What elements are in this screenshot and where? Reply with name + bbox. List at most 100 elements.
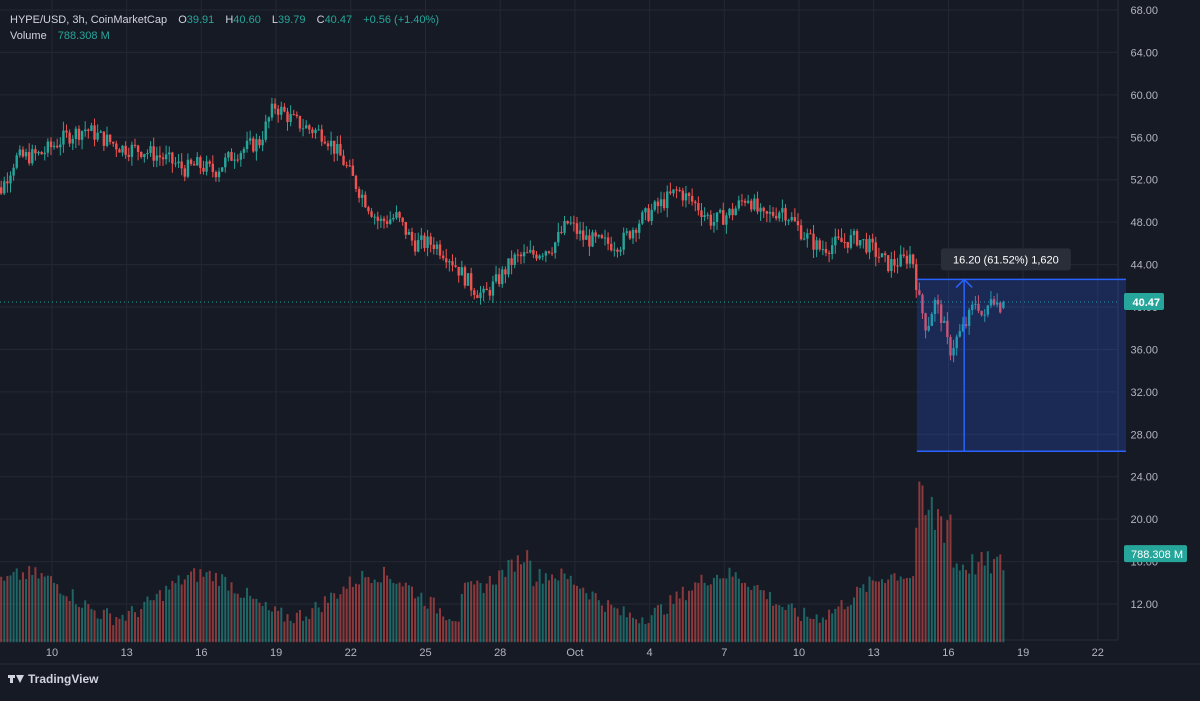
volume-bar <box>884 583 887 643</box>
volume-bar <box>314 601 317 643</box>
candle-body <box>507 258 510 275</box>
volume-bar <box>843 609 846 643</box>
volume-bar <box>949 514 952 643</box>
price-tick-label: 12.00 <box>1130 599 1158 611</box>
volume-bar <box>986 551 989 643</box>
candle-body <box>718 210 722 213</box>
volume-bar <box>109 613 112 643</box>
volume-bar <box>149 600 152 643</box>
candle-body <box>333 140 336 154</box>
candle-body <box>964 324 968 326</box>
volume-bar <box>308 619 311 643</box>
volume-bar <box>467 582 470 643</box>
candle-body <box>815 240 818 250</box>
volume-bar <box>507 559 510 643</box>
volume-bar <box>298 609 301 643</box>
volume-bar <box>295 612 298 643</box>
volume-bar <box>479 583 482 643</box>
volume-bar <box>968 573 971 643</box>
candle-body <box>494 274 498 282</box>
candle-body <box>771 211 775 216</box>
candle-body <box>977 303 980 311</box>
volume-bar <box>49 576 52 643</box>
volume-bar <box>74 604 77 643</box>
candle-body <box>961 324 965 332</box>
candle-body <box>840 237 843 243</box>
candle-body <box>809 233 812 235</box>
volume-bar <box>619 615 622 643</box>
candle-body <box>541 255 544 257</box>
candle-body <box>703 215 706 218</box>
volume-bar <box>102 609 105 643</box>
time-tick-label: 4 <box>647 647 653 659</box>
candle-body <box>189 159 193 164</box>
volume-bar <box>395 583 398 643</box>
candle-body <box>995 302 999 305</box>
volume-bar <box>790 603 793 643</box>
candle-body <box>952 348 955 356</box>
volume-bar <box>460 593 463 643</box>
measure-label-box <box>940 248 1071 271</box>
volume-bar <box>868 576 871 643</box>
candle-body <box>158 155 162 158</box>
candle-body <box>834 236 837 246</box>
time-tick-label: 16 <box>942 647 954 659</box>
candle-body <box>345 165 348 167</box>
volume-bar <box>762 590 765 643</box>
candle-body <box>1002 302 1005 308</box>
volume-bar <box>796 616 799 643</box>
candle-body <box>949 337 952 356</box>
volume-bar <box>937 509 940 643</box>
volume-bar <box>193 568 196 643</box>
candle-body <box>255 139 258 152</box>
high-label: H <box>225 14 234 26</box>
candle-body <box>644 208 647 213</box>
candle-body <box>722 210 725 225</box>
candle-body <box>87 129 90 131</box>
volume-bar <box>221 574 224 643</box>
volume-bar <box>569 575 572 643</box>
volume-bar <box>77 607 80 643</box>
candle-body <box>21 149 25 157</box>
candle-body <box>15 155 18 168</box>
candle-body <box>224 157 227 168</box>
candle-body <box>802 238 806 240</box>
candle-body <box>217 171 221 178</box>
footer-brand[interactable]: TradingView <box>8 672 98 686</box>
candle-body <box>560 231 563 233</box>
candle-body <box>946 320 949 338</box>
candle-body <box>31 149 34 164</box>
candle-body <box>672 189 675 194</box>
candle-body <box>34 149 37 154</box>
volume-bar <box>719 578 722 643</box>
candle-body <box>905 255 909 264</box>
candle-body <box>183 168 186 177</box>
volume-bar <box>267 610 270 643</box>
volume-bar <box>772 605 775 643</box>
candle-body <box>102 131 106 146</box>
volume-bar <box>292 623 295 643</box>
candle-body <box>538 255 541 259</box>
candle-body <box>697 203 700 211</box>
candle-body <box>127 154 130 157</box>
candle-body <box>790 217 793 221</box>
volume-bar <box>688 590 691 643</box>
volume-bar <box>918 481 921 643</box>
time-tick-label: 13 <box>121 647 133 659</box>
volume-bar <box>644 624 647 643</box>
volume-bar <box>99 619 102 643</box>
volume-bar <box>448 619 451 643</box>
candle-body <box>438 244 442 256</box>
time-tick-label: Oct <box>566 647 583 659</box>
candle-body <box>781 208 784 213</box>
candle-body <box>986 305 990 315</box>
candle-body <box>653 201 656 210</box>
volume-bar <box>706 585 709 643</box>
volume-bar <box>865 591 868 643</box>
time-tick-label: 10 <box>793 647 805 659</box>
candle-body <box>392 217 395 220</box>
candle-body <box>12 167 15 176</box>
volume-bar <box>3 580 6 643</box>
